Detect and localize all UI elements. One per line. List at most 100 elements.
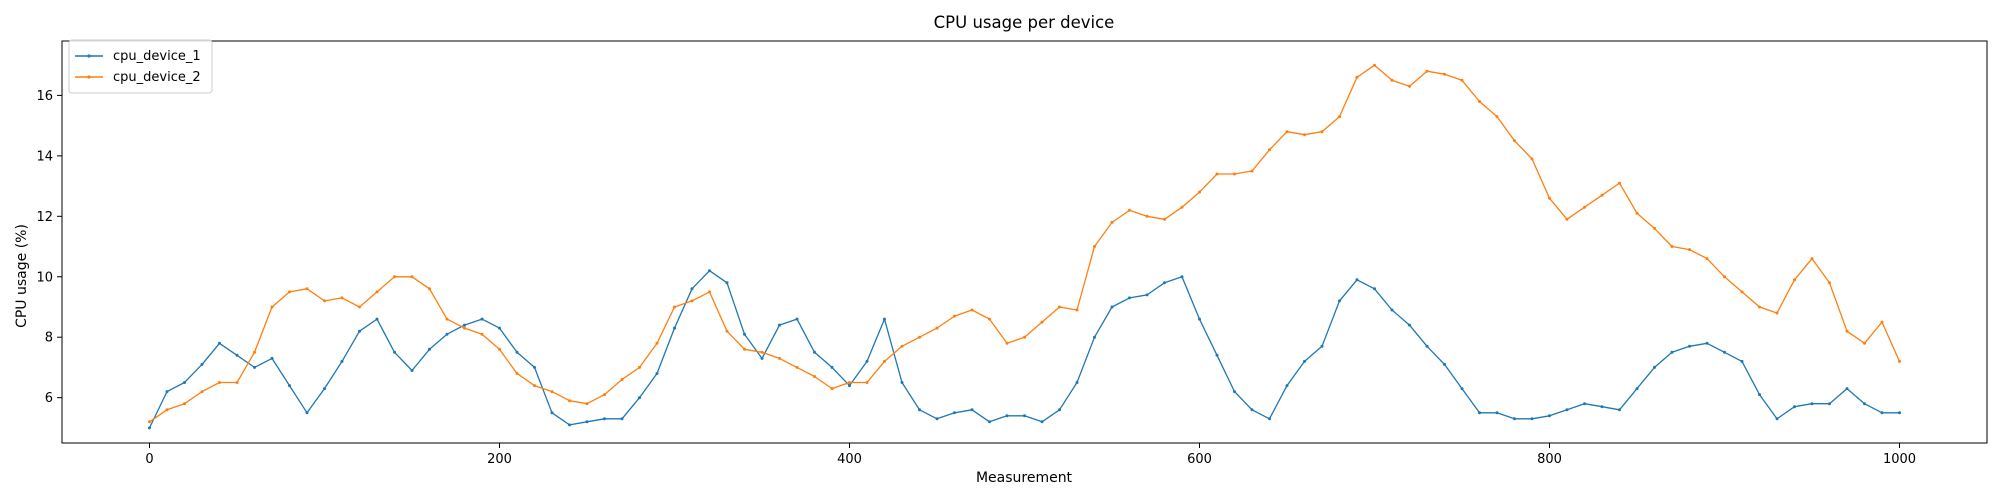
data-point — [795, 317, 799, 321]
data-point — [1093, 245, 1096, 248]
data-point — [1565, 217, 1569, 221]
data-point — [1688, 248, 1691, 252]
data-point — [1355, 75, 1359, 79]
data-point — [445, 317, 449, 321]
data-point — [1863, 402, 1866, 406]
data-point — [603, 393, 606, 397]
data-point — [813, 350, 816, 354]
data-point — [148, 420, 151, 424]
data-point — [1723, 350, 1726, 354]
data-point — [270, 305, 274, 309]
data-point — [1548, 196, 1551, 200]
data-point — [288, 290, 291, 294]
data-point — [1285, 130, 1289, 134]
data-point — [1828, 281, 1831, 285]
data-point — [550, 411, 554, 415]
data-point — [900, 344, 904, 348]
data-point — [848, 381, 851, 384]
x-tick-label: 1000 — [1883, 452, 1916, 467]
data-point — [1373, 287, 1376, 291]
data-point — [1635, 387, 1639, 391]
data-point — [1740, 359, 1744, 363]
data-point — [1215, 353, 1219, 357]
data-point — [375, 317, 379, 321]
data-point — [725, 281, 729, 285]
data-point — [1460, 78, 1464, 82]
data-point — [1303, 133, 1306, 137]
data-point — [1530, 417, 1534, 421]
data-point — [970, 408, 974, 412]
data-point — [1198, 190, 1201, 194]
data-point — [1705, 341, 1709, 345]
data-point — [410, 369, 414, 372]
data-point — [410, 275, 414, 279]
data-point — [515, 350, 519, 354]
data-point — [1320, 344, 1324, 348]
data-point — [428, 287, 431, 291]
data-point — [900, 381, 904, 384]
data-point — [200, 362, 204, 366]
ticks-layer: 0 200 400 600 800 1000 6 8 10 12 14 16 — [36, 89, 1916, 467]
data-point — [550, 390, 554, 394]
data-point — [1478, 100, 1481, 103]
data-point — [393, 350, 396, 354]
data-point — [1898, 411, 1901, 415]
y-tick-label: 6 — [45, 391, 53, 406]
data-point — [673, 305, 676, 309]
data-point — [1460, 387, 1464, 391]
data-point — [183, 402, 186, 406]
data-point — [1338, 115, 1341, 119]
data-point — [1233, 390, 1236, 394]
data-point — [428, 347, 431, 351]
data-point — [1495, 411, 1499, 415]
y-axis-label: CPU usage (%) — [14, 224, 30, 328]
data-point — [340, 296, 344, 300]
data-point — [1180, 275, 1184, 279]
data-point — [708, 269, 711, 273]
data-point — [1880, 320, 1884, 324]
data-point — [253, 350, 256, 354]
data-point — [515, 372, 519, 375]
data-point — [778, 356, 781, 360]
data-point — [200, 390, 204, 394]
data-point — [498, 347, 501, 351]
data-point — [1408, 323, 1411, 327]
data-point — [620, 378, 624, 381]
data-point — [1128, 296, 1131, 300]
data-point — [1443, 72, 1446, 76]
data-point — [1670, 245, 1674, 248]
legend-label-1: cpu_device_1 — [113, 49, 201, 64]
x-axis-label: Measurement — [976, 470, 1073, 486]
data-point — [1618, 181, 1621, 185]
series-1 — [148, 269, 1901, 430]
data-point — [760, 356, 764, 360]
data-point — [165, 408, 169, 412]
data-point — [1180, 205, 1184, 209]
data-point — [340, 359, 344, 363]
legend-entry-1: cpu_device_1 — [75, 49, 201, 64]
data-point — [988, 420, 991, 424]
data-point — [1513, 417, 1516, 421]
data-point — [1758, 393, 1761, 397]
series-line-2 — [149, 64, 1901, 423]
data-point — [1408, 84, 1411, 88]
data-point — [1338, 299, 1341, 303]
data-point — [1215, 172, 1219, 176]
x-tick-label: 800 — [1537, 452, 1562, 467]
data-point — [1600, 193, 1604, 197]
data-point — [1250, 169, 1254, 173]
data-point — [1793, 405, 1796, 409]
data-point — [1268, 417, 1271, 421]
data-point — [1898, 359, 1901, 363]
data-point — [1618, 408, 1621, 412]
data-point — [533, 365, 536, 369]
data-point — [1600, 405, 1604, 409]
data-point — [1198, 317, 1201, 321]
data-point — [323, 387, 326, 391]
data-point — [1093, 335, 1096, 339]
data-point — [1250, 408, 1254, 412]
y-tick-label: 12 — [36, 210, 53, 225]
data-point — [1863, 341, 1866, 345]
